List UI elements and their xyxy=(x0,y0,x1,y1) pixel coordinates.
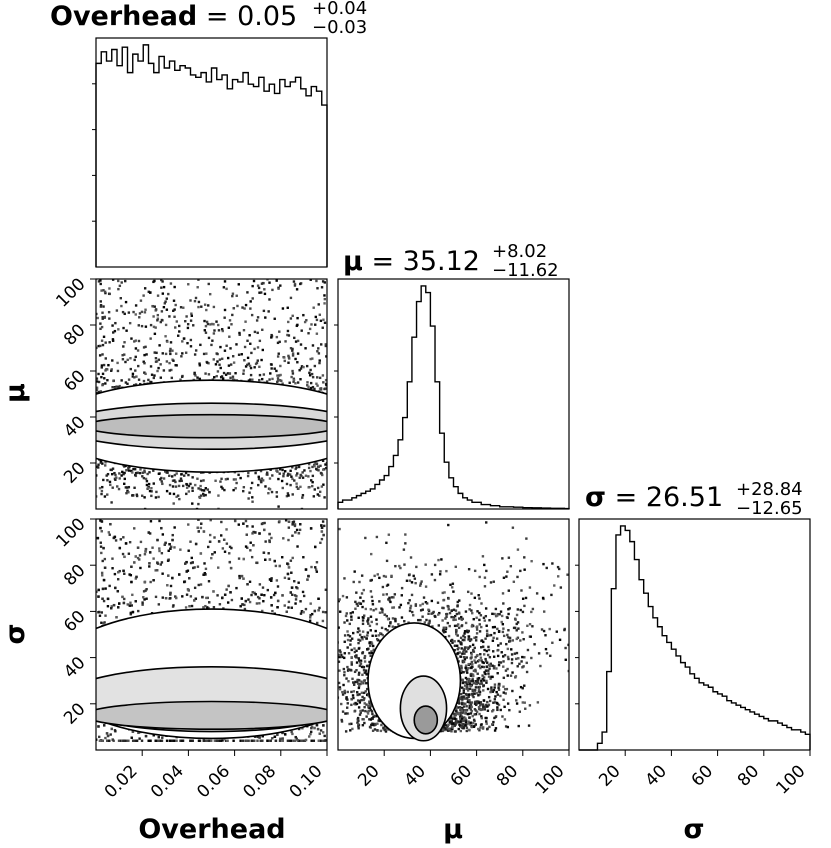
overhead-histogram-panel xyxy=(95,37,328,268)
x-axis-label-sigma: σ xyxy=(683,814,704,845)
mu-vs-overhead-panel xyxy=(95,278,328,510)
mu-title: μ = 35.12 xyxy=(343,246,480,277)
sigma-title: σ = 26.51 xyxy=(585,482,723,513)
sigma-vs-mu-frame xyxy=(337,518,570,751)
sigma-vs-overhead-panel xyxy=(95,518,328,751)
sigma-title-name: σ xyxy=(585,482,606,513)
sigma-vs-mu-panel xyxy=(337,518,570,751)
sigma-histogram-panel xyxy=(578,518,811,751)
mu-vs-overhead-frame xyxy=(95,278,328,510)
y-axis-label-mu: μ xyxy=(0,383,31,403)
mu-title-plus: +8.02 xyxy=(492,241,547,262)
x-axis-label-mu: μ xyxy=(443,814,463,845)
sigma-title-minus: −12.65 xyxy=(736,498,803,519)
sigma-title-median: 26.51 xyxy=(646,482,723,513)
mu-title-median: 35.12 xyxy=(403,246,480,277)
mu-hist-frame xyxy=(337,278,570,510)
overhead-title-plus: +0.04 xyxy=(312,0,367,19)
overhead-hist-line xyxy=(95,44,328,267)
sigma-vs-mu-contour-3 xyxy=(413,705,439,735)
mu-vs-overhead-contour-3 xyxy=(96,413,327,439)
overhead-title-median: 0.05 xyxy=(237,1,297,32)
overhead-title-name: Overhead xyxy=(50,1,197,32)
sigma-vs-overhead-contour-3 xyxy=(96,700,327,731)
sigma-title-plus: +28.84 xyxy=(736,479,803,500)
overhead-title: Overhead = 0.05 xyxy=(50,1,297,32)
x-axis-label-overhead: Overhead xyxy=(138,814,285,845)
sigma-vs-overhead-frame xyxy=(95,518,328,751)
sigma-hist-line xyxy=(579,525,811,751)
overhead-title-minus: −0.03 xyxy=(312,17,367,38)
sigma-hist-frame xyxy=(578,518,811,751)
y-axis-label-sigma: σ xyxy=(0,623,31,644)
mu-title-minus: −11.62 xyxy=(492,260,559,281)
mu-histogram-panel xyxy=(337,278,570,510)
mu-hist-line xyxy=(337,285,570,510)
overhead-hist-frame xyxy=(95,37,328,268)
mu-title-name: μ xyxy=(343,246,363,277)
